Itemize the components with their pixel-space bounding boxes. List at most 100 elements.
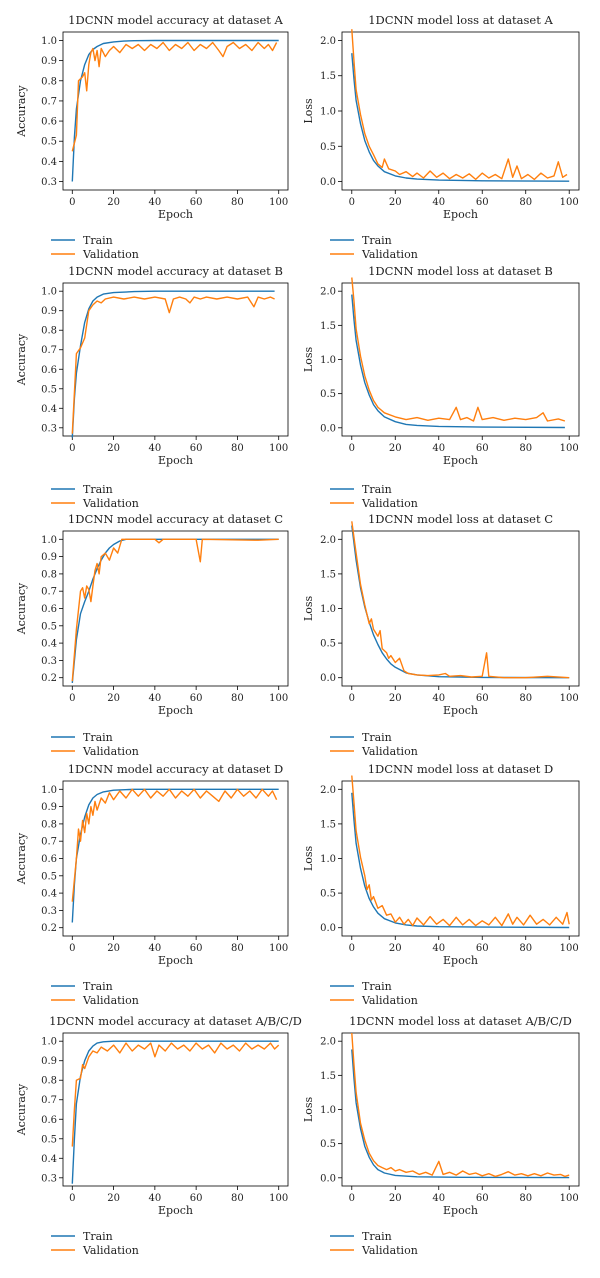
chart-7-ytick-label: 0.6 bbox=[41, 854, 57, 865]
chart-1-ytick-label: 0.6 bbox=[41, 117, 57, 128]
chart-9-xtick-label: 40 bbox=[148, 1193, 161, 1204]
chart-2-ytick-label: 1.5 bbox=[320, 71, 336, 82]
chart-8-xtick-label: 40 bbox=[432, 943, 445, 954]
chart-10-xtick-label: 40 bbox=[432, 1193, 445, 1204]
chart-6: 1DCNN model loss at dataset C 0 20 40 60 80 10… bbox=[302, 512, 580, 758]
chart-3-xtick-label: 0 bbox=[69, 443, 75, 454]
chart-8-title: 1DCNN model loss at dataset D bbox=[368, 762, 554, 776]
chart-8-xlabel: Epoch bbox=[443, 954, 478, 967]
chart-2-xtick-label: 80 bbox=[519, 197, 532, 208]
chart-8-legend-train-label: Train bbox=[362, 980, 392, 993]
chart-10-series-train-line bbox=[351, 1049, 570, 1179]
chart-5-xtick-label: 20 bbox=[107, 693, 120, 704]
chart-10-legend-train-label: Train bbox=[362, 1230, 392, 1243]
chart-5-series-validation-line bbox=[71, 538, 279, 682]
chart-10-series-validation-line bbox=[351, 1032, 570, 1178]
chart-1-ytick-label: 0.9 bbox=[41, 56, 57, 67]
chart-5-plot-frame bbox=[62, 530, 289, 687]
chart-10-xtick-label: 100 bbox=[560, 1193, 579, 1204]
chart-4-legend-train-label: Train bbox=[362, 483, 392, 496]
chart-6-title: 1DCNN model loss at dataset C bbox=[368, 512, 553, 526]
chart-3-ytick-label: 1.0 bbox=[41, 287, 57, 298]
chart-1-xtick-label: 60 bbox=[190, 197, 203, 208]
chart-4-ytick-label: 1.5 bbox=[320, 321, 336, 332]
chart-2: 1DCNN model loss at dataset A 0 20 40 60 80 10… bbox=[302, 13, 580, 261]
chart-7-xtick-label: 0 bbox=[69, 943, 75, 954]
chart-4-xtick-label: 20 bbox=[389, 443, 402, 454]
chart-6-plot-frame bbox=[341, 530, 580, 687]
chart-4-series-validation-line bbox=[351, 277, 566, 422]
chart-8-legend-validation-label: Validation bbox=[361, 994, 418, 1007]
chart-9-ytick-label: 0.5 bbox=[41, 1134, 57, 1145]
chart-2-xtick-label: 0 bbox=[349, 197, 355, 208]
chart-1-legend-validation-label: Validation bbox=[82, 248, 139, 261]
chart-9-xtick-label: 100 bbox=[269, 1193, 288, 1204]
chart-8-series-validation-line bbox=[351, 775, 570, 927]
chart-5-ytick-label: 0.3 bbox=[41, 656, 57, 667]
chart-5-xtick-label: 80 bbox=[231, 693, 244, 704]
chart-8-xtick-label: 0 bbox=[349, 943, 355, 954]
chart-7-xlabel: Epoch bbox=[158, 954, 193, 967]
chart-10-ytick-label: 0.5 bbox=[320, 1139, 336, 1150]
chart-1-legend-train-label: Train bbox=[83, 234, 113, 247]
chart-10-ytick-label: 2.0 bbox=[320, 1037, 336, 1048]
chart-9-xtick-label: 20 bbox=[107, 1193, 120, 1204]
chart-1-xtick-label: 80 bbox=[231, 197, 244, 208]
chart-7-ytick-label: 0.9 bbox=[41, 802, 57, 813]
chart-1-xtick-label: 0 bbox=[69, 197, 75, 208]
chart-1-ytick-label: 0.8 bbox=[41, 76, 57, 87]
chart-3-xtick-label: 100 bbox=[269, 443, 288, 454]
chart-8-ylabel: Loss bbox=[302, 846, 315, 872]
chart-6-xtick-label: 80 bbox=[519, 693, 532, 704]
chart-10: 1DCNN model loss at dataset A/B/C/D 0 20 40… bbox=[302, 1014, 580, 1257]
chart-4-xtick-label: 80 bbox=[519, 443, 532, 454]
chart-3-ylabel: Accuracy bbox=[15, 333, 28, 386]
chart-4-ylabel: Loss bbox=[302, 347, 315, 373]
chart-10-ytick-label: 1.0 bbox=[320, 1105, 336, 1116]
chart-2-ytick-label: 0.0 bbox=[320, 177, 336, 188]
chart-5-xtick-label: 0 bbox=[69, 693, 75, 704]
chart-3-title: 1DCNN model accuracy at dataset B bbox=[68, 264, 283, 278]
chart-5-xlabel: Epoch bbox=[158, 704, 193, 717]
chart-8-xtick-label: 100 bbox=[560, 943, 579, 954]
chart-3-xtick-label: 20 bbox=[107, 443, 120, 454]
chart-1-ytick-label: 0.3 bbox=[41, 177, 57, 188]
chart-5-ylabel: Accuracy bbox=[15, 582, 28, 635]
chart-3-ytick-label: 0.7 bbox=[41, 345, 57, 356]
chart-6-ytick-label: 0.5 bbox=[320, 639, 336, 650]
chart-9-ytick-label: 0.6 bbox=[41, 1115, 57, 1126]
chart-3-ytick-label: 0.8 bbox=[41, 326, 57, 337]
chart-7-series-train-line bbox=[71, 788, 279, 923]
chart-7-legend-validation-label: Validation bbox=[82, 994, 139, 1007]
chart-2-title: 1DCNN model loss at dataset A bbox=[368, 13, 553, 27]
chart-10-plot-frame bbox=[341, 1032, 580, 1187]
chart-9: 1DCNN model accuracy at dataset A/B/C/D 0… bbox=[15, 1014, 302, 1257]
chart-9-xtick-label: 0 bbox=[69, 1193, 75, 1204]
chart-6-xtick-label: 20 bbox=[389, 693, 402, 704]
chart-1-ytick-label: 1.0 bbox=[41, 36, 57, 47]
chart-2-ylabel: Loss bbox=[302, 98, 315, 124]
chart-3-plot-frame bbox=[62, 282, 289, 437]
chart-7-title: 1DCNN model accuracy at dataset D bbox=[68, 762, 284, 776]
chart-5-title: 1DCNN model accuracy at dataset C bbox=[68, 512, 283, 526]
chart-6-legend-train-label: Train bbox=[362, 731, 392, 744]
chart-2-legend-train-label: Train bbox=[362, 234, 392, 247]
chart-5-ytick-label: 0.7 bbox=[41, 587, 57, 598]
chart-5-ytick-label: 0.5 bbox=[41, 621, 57, 632]
chart-8-xtick-label: 60 bbox=[476, 943, 489, 954]
chart-4-ytick-label: 2.0 bbox=[320, 287, 336, 298]
chart-10-title: 1DCNN model loss at dataset A/B/C/D bbox=[349, 1014, 572, 1028]
chart-6-series-validation-line bbox=[351, 521, 570, 679]
chart-3-ytick-label: 0.4 bbox=[41, 404, 57, 415]
chart-10-ylabel: Loss bbox=[302, 1097, 315, 1123]
chart-3-ytick-label: 0.3 bbox=[41, 423, 57, 434]
chart-5-ytick-label: 0.2 bbox=[41, 673, 57, 684]
chart-9-series-train-line bbox=[71, 1040, 279, 1184]
chart-7-ytick-label: 0.8 bbox=[41, 819, 57, 830]
chart-8-ytick-label: 0.5 bbox=[320, 889, 336, 900]
chart-9-xlabel: Epoch bbox=[158, 1204, 193, 1217]
chart-9-ylabel: Accuracy bbox=[15, 1083, 28, 1136]
chart-3-xtick-label: 40 bbox=[148, 443, 161, 454]
chart-10-xtick-label: 80 bbox=[519, 1193, 532, 1204]
chart-4-legend-validation-label: Validation bbox=[361, 497, 418, 510]
